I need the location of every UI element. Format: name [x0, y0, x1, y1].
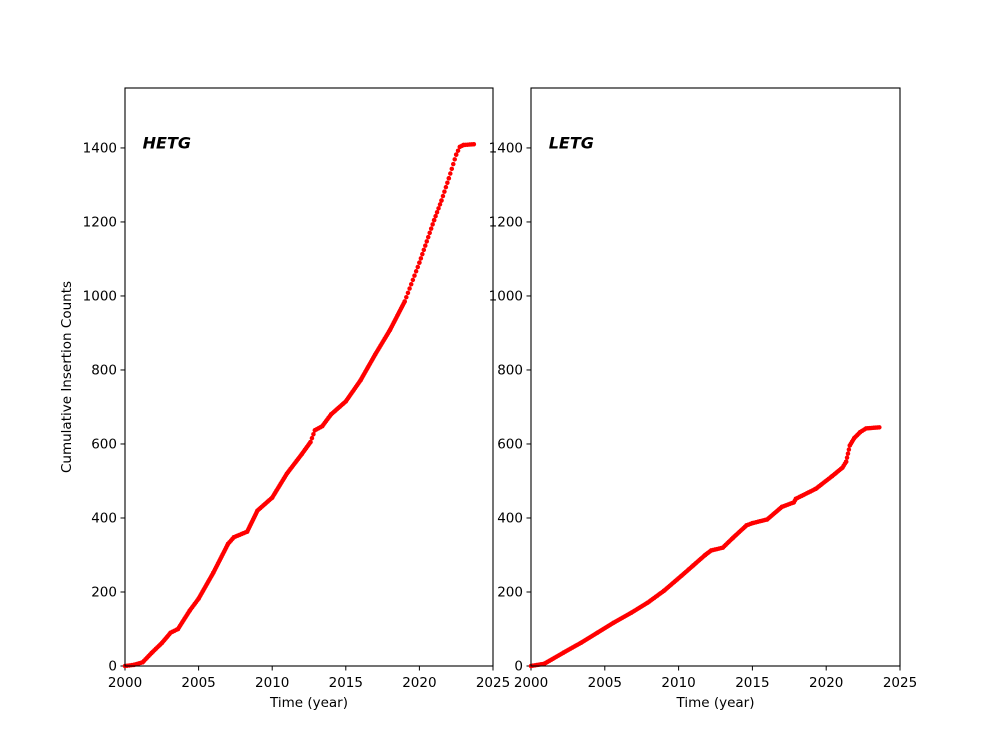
y-tick-label: 1000 [83, 288, 117, 304]
x-tick-label: 2025 [476, 675, 510, 691]
x-tick-label: 2010 [255, 675, 289, 691]
x-tick-label: 2015 [735, 675, 769, 691]
x-tick-label: 2015 [329, 675, 363, 691]
x-tick-label: 2005 [181, 675, 215, 691]
y-tick-label: 1400 [489, 140, 523, 156]
y-tick-label: 600 [91, 436, 117, 452]
y-tick-label: 1000 [489, 288, 523, 304]
y-tick-label: 400 [91, 510, 117, 526]
x-tick-label: 2005 [588, 675, 622, 691]
letg-axes-box [530, 87, 901, 667]
hetg-data-points [122, 142, 477, 669]
x-tick-label: 2020 [402, 675, 436, 691]
x-tick-label: 2025 [883, 675, 917, 691]
x-tick-label: 2010 [661, 675, 695, 691]
letg-panel-title: LETG [549, 134, 594, 153]
x-tick-label: 2000 [108, 675, 142, 691]
hetg-panel: 2000 2005 2010 2015 2020 2025 0 200 400 600 800 100… [59, 87, 510, 711]
y-tick-label: 400 [497, 510, 523, 526]
hetg-panel-title: HETG [143, 134, 191, 153]
y-axis-label: Cumulative Insertion Counts [59, 281, 75, 473]
y-tick-label: 600 [497, 436, 523, 452]
letg-panel: 2000 2005 2010 2015 2020 2025 0 200 400 600 800 100… [489, 87, 917, 711]
y-tick-label: 200 [91, 584, 117, 600]
letg-data-points [528, 425, 882, 669]
y-tick-label: 1200 [489, 214, 523, 230]
y-tick-label: 1400 [83, 140, 117, 156]
y-tick-label: 1200 [83, 214, 117, 230]
y-tick-label: 0 [514, 659, 523, 675]
x-axis-label: Time (year) [676, 695, 755, 711]
x-tick-label: 2020 [809, 675, 843, 691]
x-axis-label: Time (year) [269, 695, 348, 711]
y-tick-label: 200 [497, 584, 523, 600]
hetg-axes-box [124, 87, 494, 667]
y-tick-label: 800 [91, 362, 117, 378]
y-tick-label: 800 [497, 362, 523, 378]
y-tick-label: 0 [108, 659, 117, 675]
x-tick-label: 2000 [514, 675, 548, 691]
